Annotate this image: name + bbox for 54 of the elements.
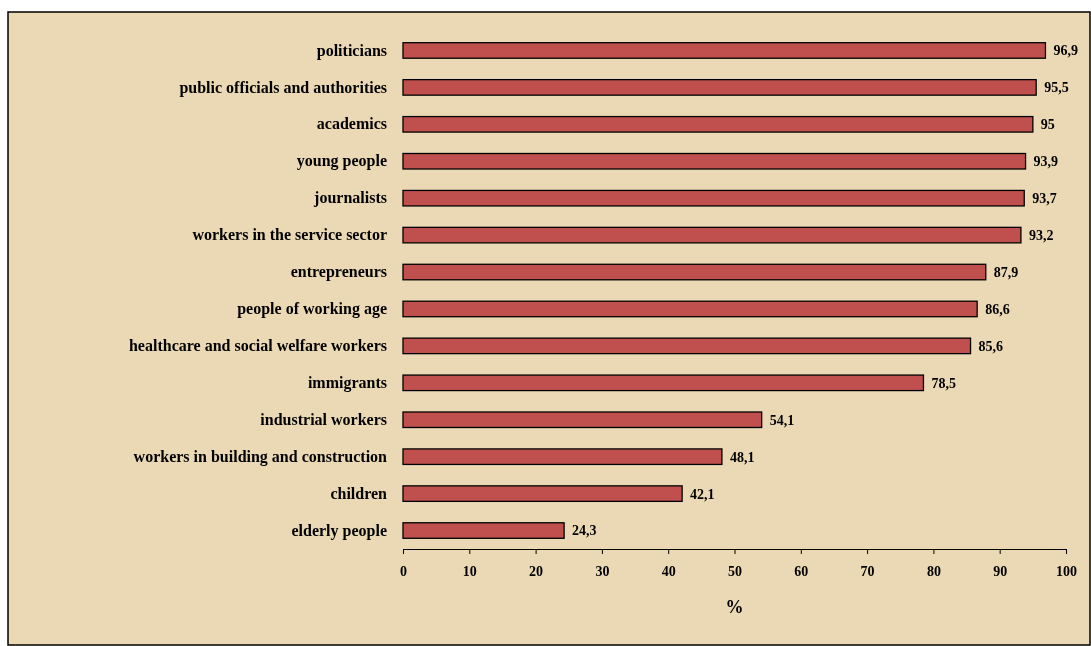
y-tick-label: immigrants — [307, 373, 387, 392]
y-tick-label: healthcare and social welfare workers — [128, 337, 387, 355]
x-tick-label: 100 — [1056, 563, 1077, 579]
bar — [402, 189, 1025, 207]
data-label: 54,1 — [769, 412, 795, 428]
y-tick-label: industrial workers — [260, 410, 387, 428]
x-tick-label: 60 — [794, 563, 809, 579]
y-tick-label: young people — [296, 152, 387, 171]
data-label: 86,6 — [985, 301, 1010, 317]
data-label: 42,1 — [690, 486, 715, 502]
bar — [402, 374, 925, 392]
data-label: 85,6 — [978, 338, 1004, 354]
data-label: 93,2 — [1028, 228, 1054, 244]
y-tick-label: academics — [316, 115, 387, 133]
x-tick-label: 30 — [595, 563, 610, 579]
x-tick-label: 80 — [926, 563, 941, 579]
bar — [402, 78, 1037, 96]
x-tick-label: 40 — [661, 563, 676, 579]
y-tick-label: politicians — [316, 41, 387, 60]
data-label: 93,9 — [1033, 154, 1059, 170]
y-tick-label: people of working age — [237, 300, 387, 319]
x-tick-label: 50 — [728, 563, 742, 579]
x-tick-label: 0 — [400, 563, 407, 579]
bar — [402, 337, 972, 355]
data-label: 95 — [1040, 117, 1055, 133]
y-tick-label: workers in the service sector — [192, 226, 387, 244]
bar — [402, 300, 978, 318]
bar — [402, 263, 987, 281]
bar — [402, 411, 763, 429]
y-tick-label: children — [330, 484, 388, 502]
data-label: 48,1 — [729, 449, 755, 465]
x-tick-label: 20 — [529, 563, 544, 579]
data-label: 87,9 — [993, 264, 1019, 280]
bar — [402, 226, 1022, 244]
x-axis-title: % — [725, 597, 744, 617]
y-tick-label: journalists — [313, 189, 387, 208]
x-tick-label: 70 — [860, 563, 875, 579]
bar — [402, 485, 683, 503]
bar — [402, 115, 1034, 133]
data-label: 96,9 — [1053, 43, 1078, 59]
data-label: 24,3 — [572, 523, 597, 539]
y-tick-label: workers in building and construction — [133, 447, 388, 466]
data-label: 78,5 — [931, 375, 956, 391]
data-label: 95,5 — [1044, 80, 1069, 96]
bar — [402, 152, 1027, 170]
y-tick-label: entrepreneurs — [290, 263, 387, 282]
data-label: 93,7 — [1032, 191, 1057, 207]
y-tick-label: public officials and authorities — [179, 78, 387, 97]
x-tick-label: 90 — [993, 563, 1008, 579]
bar — [402, 448, 723, 466]
x-tick-label: 10 — [462, 563, 477, 579]
bar — [402, 42, 1047, 59]
y-tick-label: elderly people — [291, 521, 387, 540]
bar — [402, 522, 565, 539]
